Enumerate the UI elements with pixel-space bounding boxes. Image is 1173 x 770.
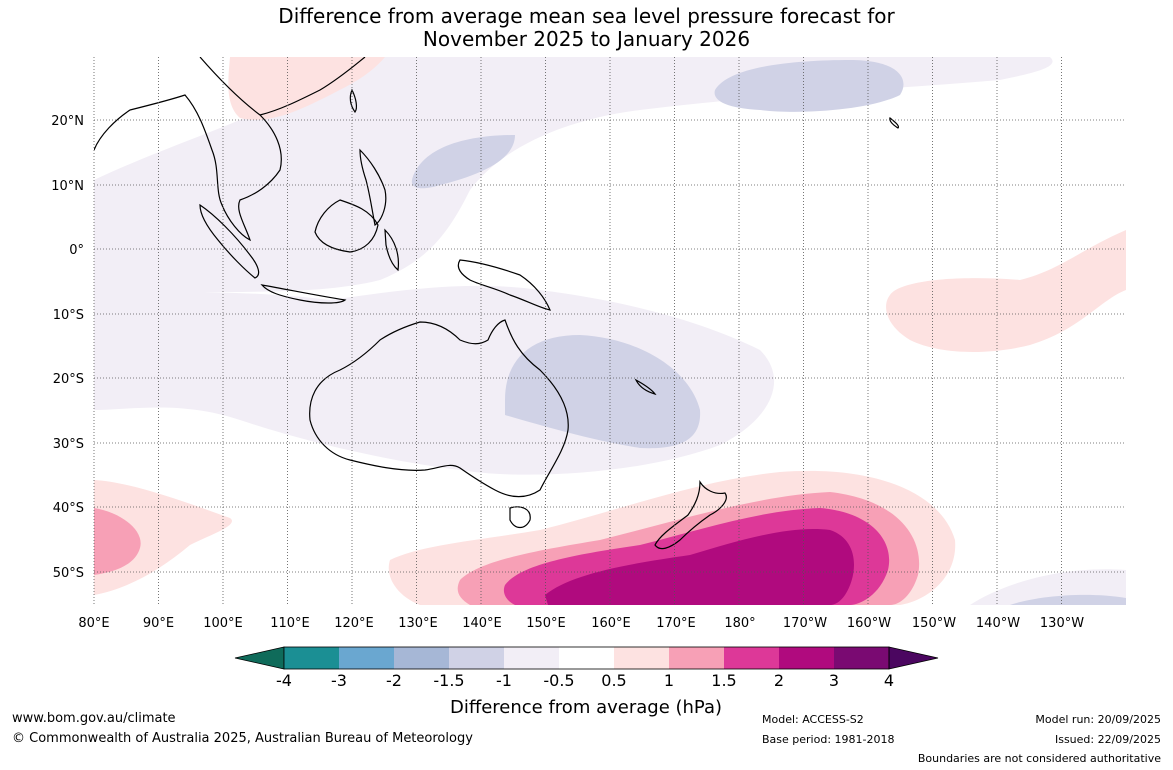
colorbar-swatch xyxy=(504,647,559,669)
lon-label: 100°E xyxy=(203,616,243,631)
coastline-java xyxy=(260,284,347,304)
colorbar-swatch xyxy=(284,647,339,669)
colorbar-tick-label: -1 xyxy=(496,671,512,690)
map-title-line1: Difference from average mean sea level p… xyxy=(278,4,895,28)
colorbar-tick-label: 0.5 xyxy=(601,671,626,690)
lon-label: 150°W xyxy=(912,616,956,631)
longitude-labels: 80°E 90°E 100°E 110°E 120°E 130°E 140°E … xyxy=(78,616,1084,631)
colorbar-tick-labels: -4 -3 -2 -1.5 -1 -0.5 0.5 1 1.5 2 3 4 xyxy=(276,671,894,690)
lon-label: 140°E xyxy=(462,616,502,631)
lon-label: 130°W xyxy=(1040,616,1084,631)
contour-minus-1-southeast xyxy=(1010,594,1126,605)
contour-minus-1-north-pacific xyxy=(714,60,904,112)
lon-label: 170°E xyxy=(656,616,696,631)
colorbar: -4 -3 -2 -1.5 -1 -0.5 0.5 1 1.5 2 3 4 Di… xyxy=(234,646,939,718)
lat-label: 10°N xyxy=(51,179,84,194)
colorbar-extend-low xyxy=(234,646,285,670)
lat-label: 10°S xyxy=(53,308,84,323)
coastline-new-caledonia xyxy=(634,378,657,396)
lat-label: 40°S xyxy=(53,501,84,516)
lon-label: 90°E xyxy=(143,616,174,631)
latitude-labels: 20°N 10°N 0° 10°S 20°S 30°S 40°S 50°S xyxy=(51,114,84,581)
colorbar-title: Difference from average (hPa) xyxy=(450,697,722,718)
lon-label: 80°E xyxy=(78,616,109,631)
lon-label: 110°E xyxy=(270,616,310,631)
colorbar-frame xyxy=(283,646,890,670)
coastline-australia xyxy=(309,319,569,498)
coastline-philippines xyxy=(359,148,387,227)
colorbar-tick-label: -4 xyxy=(276,671,292,690)
issued-date: Issued: 22/09/2025 xyxy=(1054,733,1161,746)
lat-label: 30°S xyxy=(53,437,84,452)
lon-label: 180° xyxy=(724,616,755,631)
colorbar-tick-label: 3 xyxy=(829,671,839,690)
colorbar-swatch xyxy=(339,647,394,669)
colorbar-tick-label: -1.5 xyxy=(433,671,464,690)
colorbar-swatch xyxy=(394,647,449,669)
contour-plus-0.5-east-pacific xyxy=(886,230,1126,352)
contour-minus-1-philippine-sea xyxy=(411,135,515,189)
colorbar-swatch xyxy=(724,647,779,669)
coastline-new-guinea xyxy=(457,259,551,311)
model-run-date: Model run: 20/09/2025 xyxy=(1035,713,1161,726)
coastline-new-zealand xyxy=(654,479,727,550)
contour-plus-1-indian-ocean xyxy=(94,508,141,575)
lon-label: 170°W xyxy=(783,616,827,631)
contour-minus-1-coral-sea xyxy=(505,335,701,449)
pressure-anomaly-contours xyxy=(94,57,1126,605)
colorbar-tick-label: -3 xyxy=(331,671,347,690)
lat-label: 50°S xyxy=(53,566,84,581)
coastline-indochina xyxy=(94,57,282,242)
colorbar-swatch xyxy=(669,647,724,669)
copyright-notice: © Commonwealth of Australia 2025, Austra… xyxy=(12,731,473,746)
contour-minus-0.5-tropics xyxy=(94,57,1053,300)
colorbar-tick-label: 4 xyxy=(884,671,894,690)
colorbar-tick-label: 1.5 xyxy=(711,671,736,690)
colorbar-swatch xyxy=(779,647,834,669)
map-title-line2: November 2025 to January 2026 xyxy=(422,27,751,51)
colorbar-extend-high xyxy=(888,646,939,670)
colorbar-tick-label: 1 xyxy=(664,671,674,690)
colorbar-swatch xyxy=(559,647,614,669)
base-period: Base period: 1981-2018 xyxy=(762,733,895,746)
lon-label: 150°E xyxy=(526,616,566,631)
coastline-taiwan xyxy=(349,88,358,114)
coastline-hawaii xyxy=(889,116,900,129)
coastline-borneo xyxy=(314,199,379,253)
lat-label: 20°S xyxy=(53,372,84,387)
lon-label: 130°E xyxy=(398,616,438,631)
website-link[interactable]: www.bom.gov.au/climate xyxy=(12,711,176,726)
lon-label: 160°W xyxy=(847,616,891,631)
lon-label: 140°W xyxy=(976,616,1020,631)
colorbar-swatch xyxy=(449,647,504,669)
coastline-sulawesi xyxy=(384,228,400,272)
colorbar-swatch xyxy=(834,647,889,669)
gridlines xyxy=(93,57,1126,605)
lon-label: 120°E xyxy=(334,616,374,631)
colorbar-swatch xyxy=(614,647,669,669)
colorbar-tick-label: -0.5 xyxy=(543,671,574,690)
lat-label: 20°N xyxy=(51,114,84,129)
contour-plus-2-southern xyxy=(545,529,855,605)
model-name: Model: ACCESS-S2 xyxy=(762,713,864,726)
colorbar-tick-label: 2 xyxy=(774,671,784,690)
coastline-tasmania xyxy=(509,506,531,529)
coastlines xyxy=(94,57,900,550)
lat-label: 0° xyxy=(69,243,84,258)
coastline-sumatra xyxy=(199,203,260,279)
lon-label: 160°E xyxy=(591,616,631,631)
boundaries-disclaimer: Boundaries are not considered authoritat… xyxy=(917,752,1161,765)
coastline-china xyxy=(259,57,366,116)
contour-plus-0.5-indian-ocean xyxy=(94,480,232,595)
colorbar-tick-label: -2 xyxy=(386,671,402,690)
